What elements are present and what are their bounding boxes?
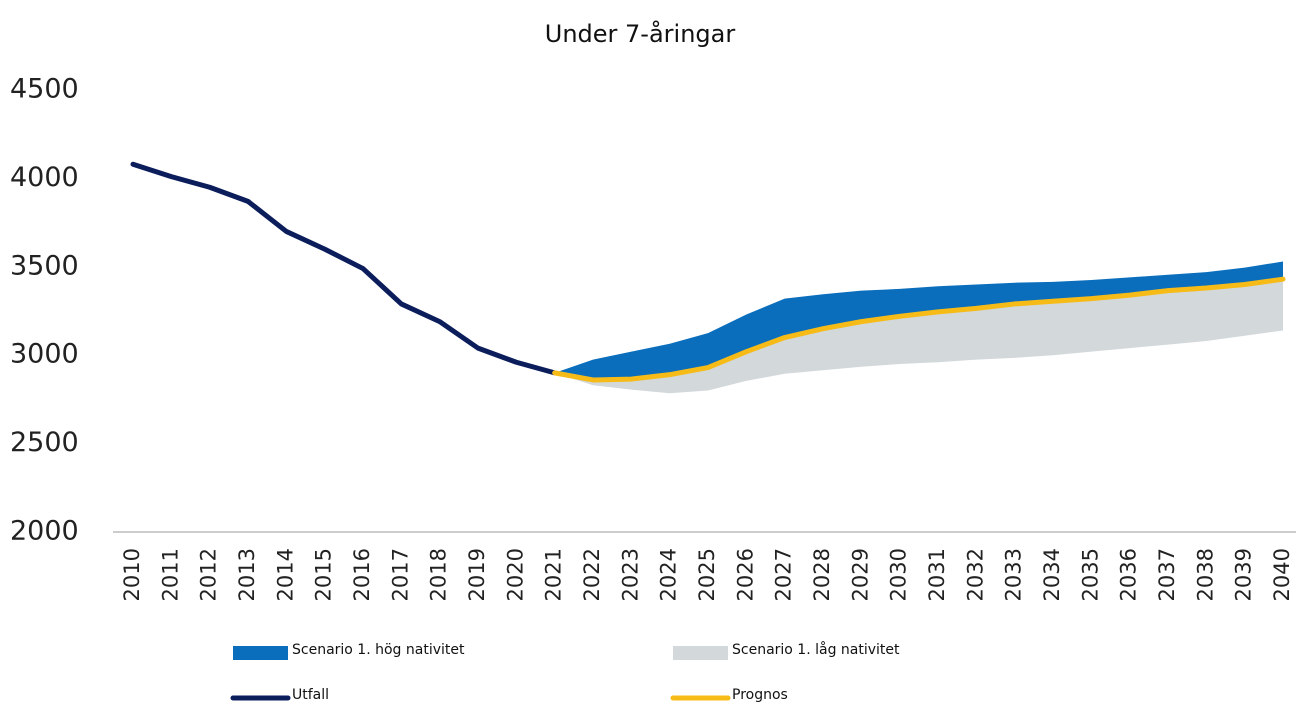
x-tick-label: 2024 bbox=[657, 548, 681, 601]
x-tick-label: 2038 bbox=[1193, 548, 1217, 601]
x-tick-label: 2020 bbox=[503, 548, 527, 601]
x-tick-label: 2016 bbox=[350, 548, 374, 601]
y-tick-label: 4500 bbox=[10, 74, 79, 105]
x-tick-label: 2013 bbox=[235, 548, 259, 601]
x-tick-label: 2036 bbox=[1117, 548, 1141, 601]
x-tick-label: 2039 bbox=[1232, 548, 1256, 601]
x-tick-label: 2030 bbox=[887, 548, 911, 601]
series-line bbox=[130, 161, 558, 376]
x-tick-label: 2040 bbox=[1270, 548, 1294, 601]
x-tick-label: 2037 bbox=[1155, 548, 1179, 601]
y-tick-label: 3500 bbox=[10, 250, 79, 281]
legend-label: Utfall bbox=[292, 687, 329, 703]
x-tick-label: 2018 bbox=[427, 548, 451, 601]
y-tick-label: 4000 bbox=[10, 162, 79, 193]
legend-label: Scenario 1. hög nativitet bbox=[292, 642, 465, 658]
x-tick-label: 2011 bbox=[158, 548, 182, 601]
series-line bbox=[552, 276, 1286, 383]
legend-swatch bbox=[673, 646, 728, 660]
x-tick-label: 2029 bbox=[848, 548, 872, 601]
x-tick-label: 2035 bbox=[1078, 548, 1102, 601]
x-tick-label: 2028 bbox=[810, 548, 834, 601]
x-tick-label: 2012 bbox=[197, 548, 221, 601]
x-tick-label: 2034 bbox=[1040, 548, 1064, 601]
scenario-area bbox=[554, 261, 1283, 380]
x-tick-label: 2010 bbox=[120, 548, 144, 601]
x-tick-label: 2021 bbox=[542, 548, 566, 601]
x-tick-label: 2017 bbox=[388, 548, 412, 601]
x-tick-label: 2031 bbox=[925, 548, 949, 601]
x-tick-label: 2033 bbox=[1002, 548, 1026, 601]
chart-title: Under 7-åringar bbox=[545, 19, 736, 48]
x-tick-label: 2015 bbox=[312, 548, 336, 601]
x-tick-label: 2023 bbox=[618, 548, 642, 601]
x-tick-label: 2025 bbox=[695, 548, 719, 601]
y-tick-label: 3000 bbox=[10, 339, 79, 370]
scenario-area bbox=[554, 279, 1283, 394]
x-tick-label: 2026 bbox=[733, 548, 757, 601]
y-tick-label: 2500 bbox=[10, 427, 79, 458]
x-tick-label: 2022 bbox=[580, 548, 604, 601]
x-tick-label: 2019 bbox=[465, 548, 489, 601]
legend-label: Scenario 1. låg nativitet bbox=[732, 641, 900, 658]
x-tick-label: 2014 bbox=[273, 548, 297, 601]
x-tick-label: 2032 bbox=[963, 548, 987, 601]
legend-label: Prognos bbox=[732, 687, 788, 703]
y-tick-label: 2000 bbox=[10, 516, 79, 547]
legend-swatch bbox=[233, 646, 288, 660]
x-tick-label: 2027 bbox=[772, 548, 796, 601]
